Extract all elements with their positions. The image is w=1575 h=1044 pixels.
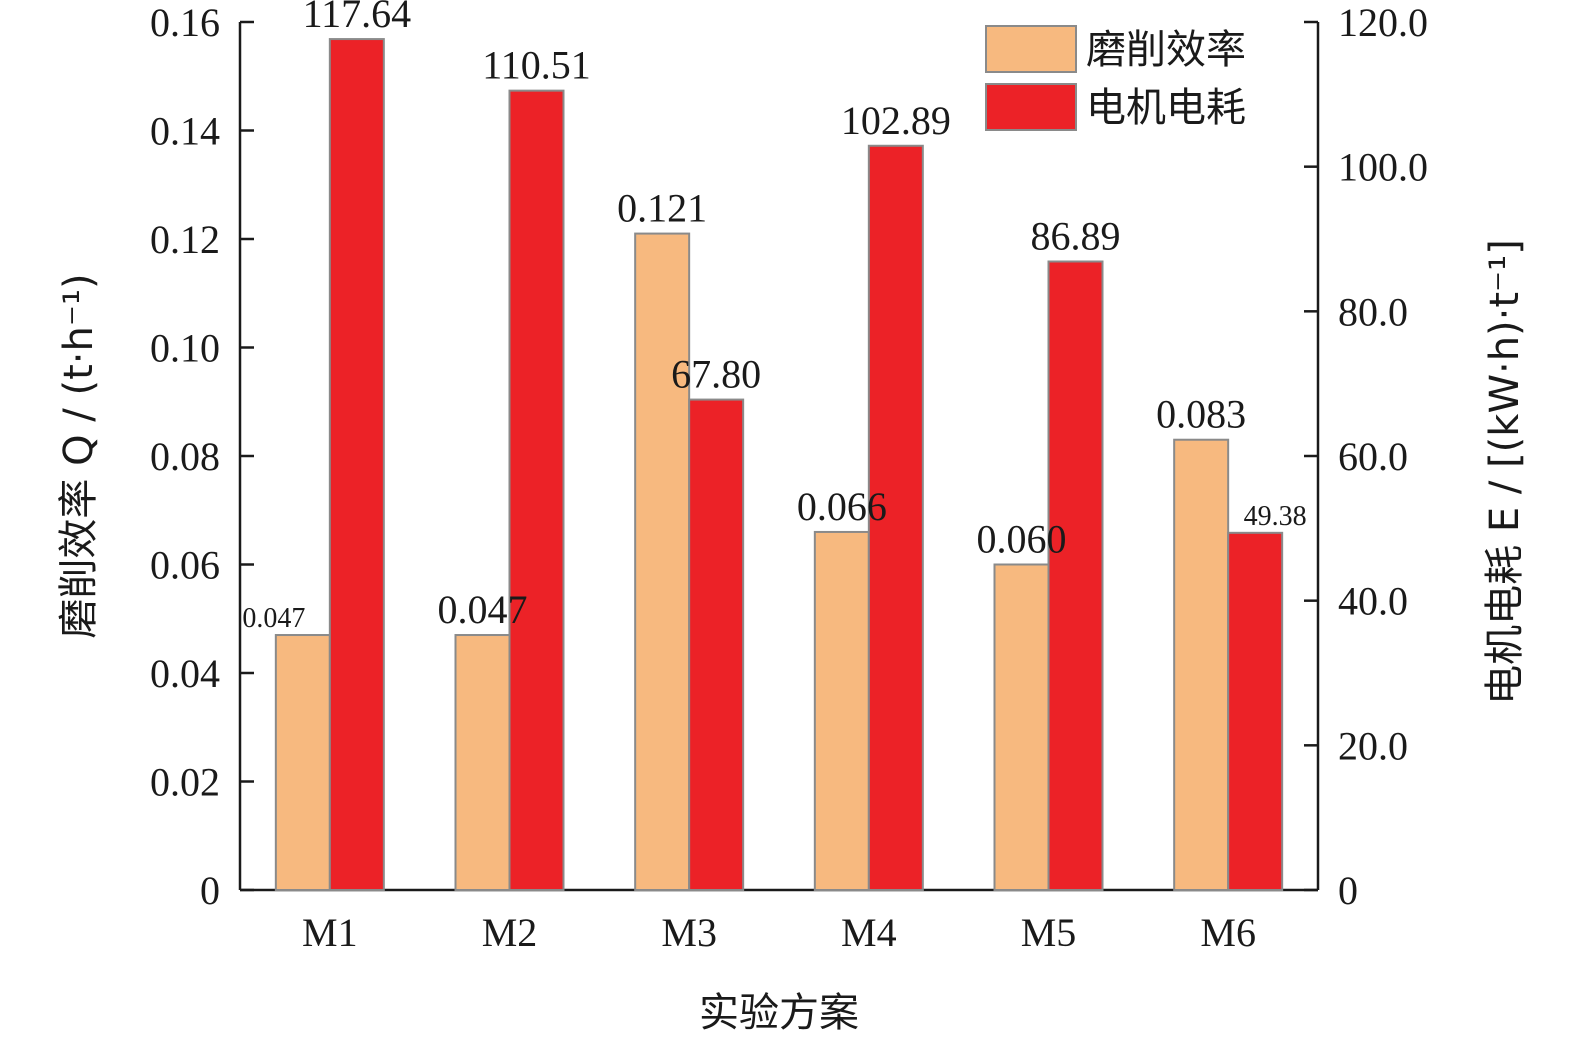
bar-grinding-efficiency <box>274 634 331 892</box>
right-tick-label: 80.0 <box>1338 289 1408 334</box>
left-tick-label: 0.08 <box>150 434 220 479</box>
bars <box>274 38 1284 892</box>
legend-label: 磨削效率 <box>1086 27 1246 73</box>
left-tick-label: 0.16 <box>150 0 220 45</box>
x-tick-label: M5 <box>1021 910 1077 955</box>
data-label-efficiency: 0.047 <box>438 587 528 632</box>
right-tick-label: 40.0 <box>1338 579 1408 624</box>
bar-motor-energy <box>688 398 745 891</box>
data-label-efficiency: 0.066 <box>797 484 887 529</box>
bar-motor-energy <box>328 38 385 891</box>
right-tick-label: 100.0 <box>1338 145 1428 190</box>
data-label-energy: 86.89 <box>1031 213 1121 258</box>
bar-grinding-efficiency <box>813 530 870 891</box>
right-tick-label: 60.0 <box>1338 434 1408 479</box>
x-tick-label: M1 <box>302 910 358 955</box>
bar-motor-energy <box>867 144 924 891</box>
data-label-energy: 49.38 <box>1244 501 1307 532</box>
bar-motor-energy <box>1047 260 1104 891</box>
left-tick-label: 0.04 <box>150 651 220 696</box>
left-axis-title: 磨削效率 Q / (t·h⁻¹) <box>56 273 102 638</box>
right-tick-label: 120.0 <box>1338 0 1428 45</box>
bar-grinding-efficiency <box>993 563 1050 891</box>
bar-motor-energy <box>1227 531 1284 891</box>
left-tick-label: 0.02 <box>150 760 220 805</box>
x-axis-title: 实验方案 <box>699 990 859 1036</box>
bar-grinding-efficiency <box>634 232 691 891</box>
data-labels: 0.047 117.64 0.047 110.51 0.121 67.80 0.066 102… <box>242 0 1306 634</box>
x-tick-label: M6 <box>1200 910 1256 955</box>
data-label-efficiency: 0.083 <box>1156 392 1246 437</box>
right-tick-label: 20.0 <box>1338 723 1408 768</box>
right-tick-label: 0 <box>1338 868 1358 913</box>
x-tick-label: M3 <box>661 910 717 955</box>
data-label-efficiency: 0.121 <box>617 186 707 231</box>
legend-label: 电机电耗 <box>1086 85 1246 131</box>
right-axis-title: 电机电耗 E / [(kW·h)·t⁻¹] <box>1482 239 1528 705</box>
bar-grinding-efficiency <box>454 634 511 892</box>
bar-motor-energy <box>508 89 565 891</box>
data-label-efficiency: 0.060 <box>977 517 1067 562</box>
left-tick-label: 0.06 <box>150 543 220 588</box>
data-label-energy: 102.89 <box>841 98 951 143</box>
data-label-energy: 67.80 <box>671 352 761 397</box>
left-tick-label: 0 <box>200 868 220 913</box>
x-tick-label: M4 <box>841 910 897 955</box>
data-label-energy: 117.64 <box>303 0 412 36</box>
data-label-efficiency: 0.047 <box>242 603 305 634</box>
left-tick-label: 0.12 <box>150 217 220 262</box>
data-label-energy: 110.51 <box>482 43 591 88</box>
bar-grinding-efficiency <box>1173 438 1230 891</box>
legend-swatch <box>985 83 1077 131</box>
legend-swatch <box>985 25 1077 73</box>
left-tick-label: 0.10 <box>150 326 220 371</box>
x-tick-label: M2 <box>482 910 538 955</box>
left-tick-label: 0.14 <box>150 109 220 154</box>
axes: 0 0.02 0.04 0.06 0.08 0.10 0.12 0.14 0.16 0 20.0 40… <box>56 0 1528 1036</box>
